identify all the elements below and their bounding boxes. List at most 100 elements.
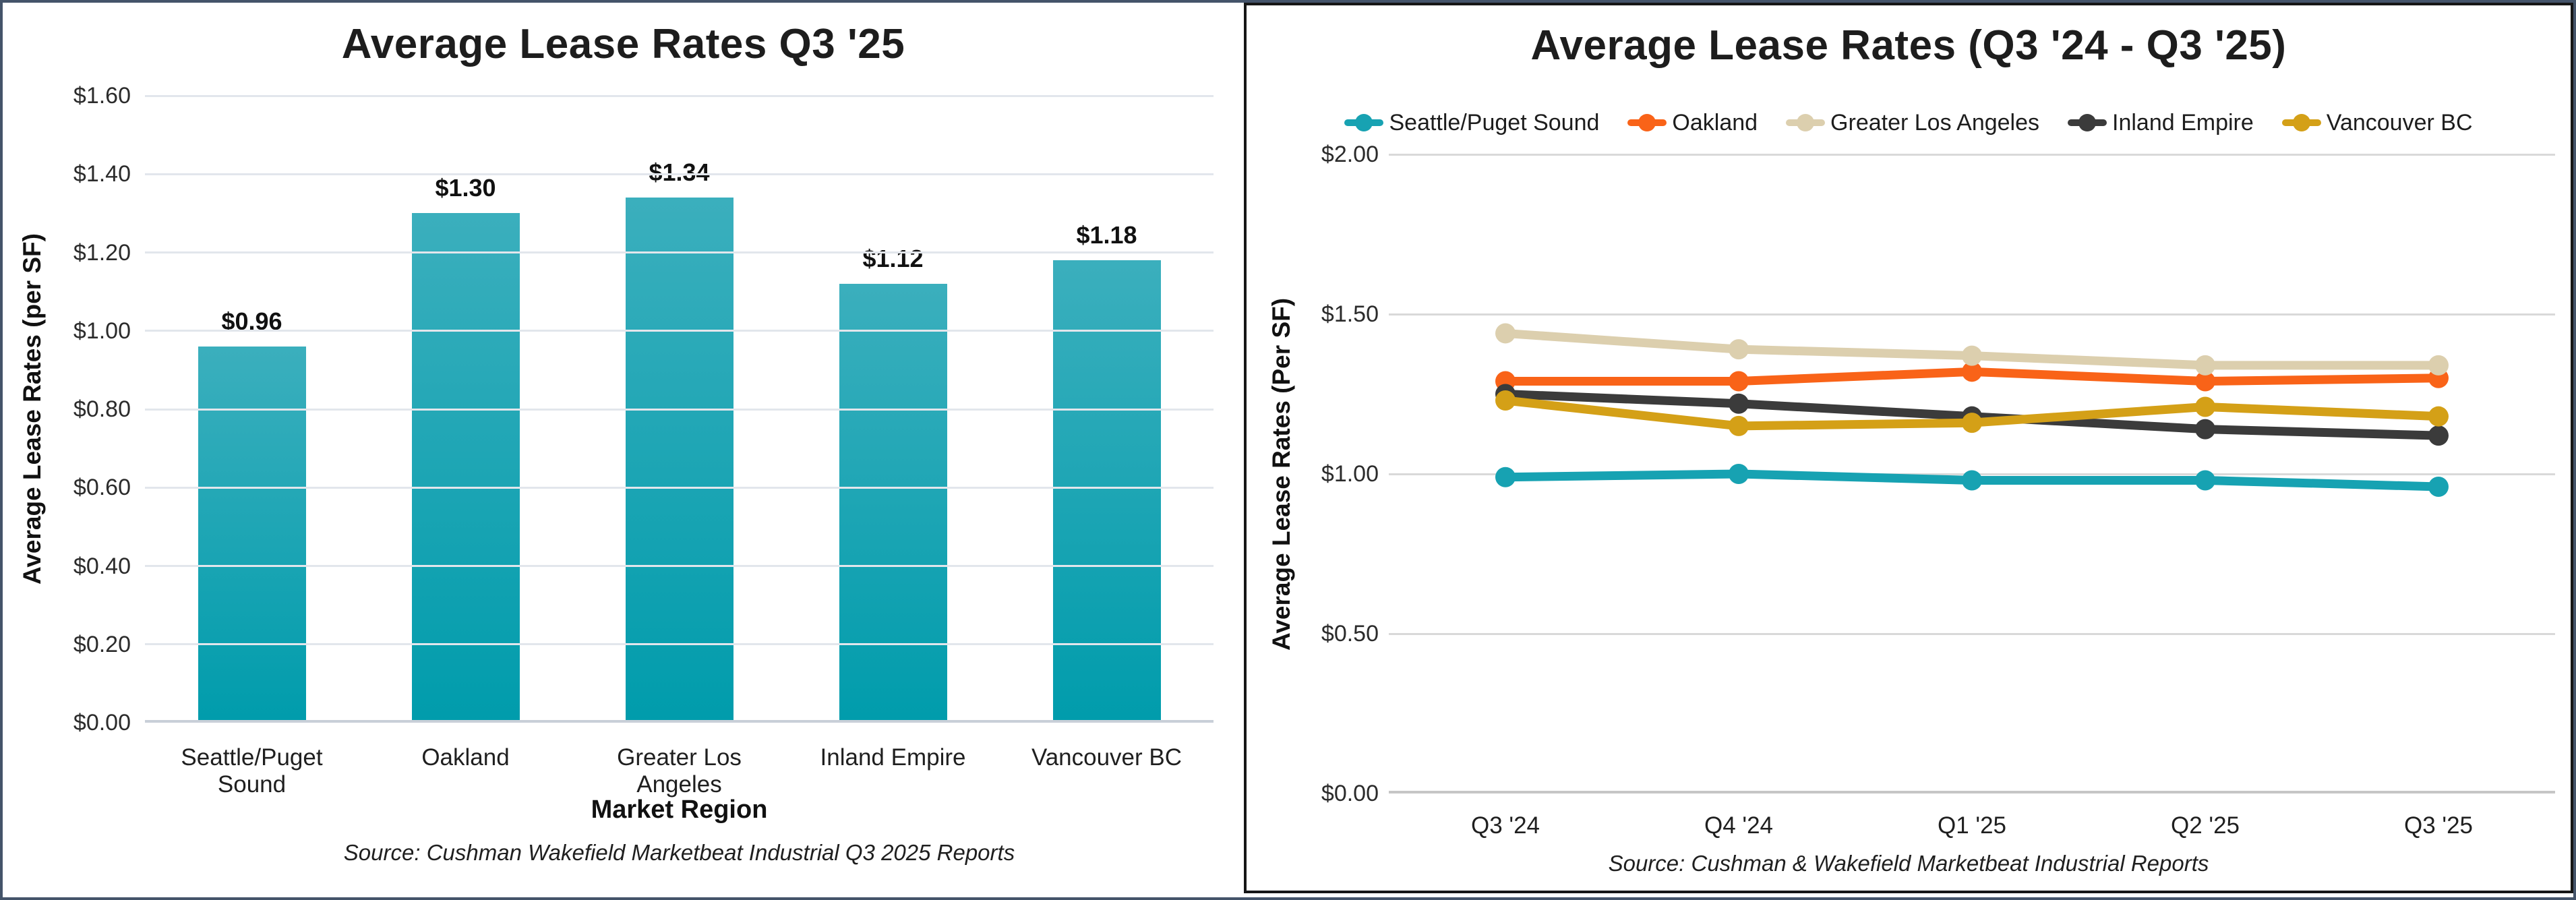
gridline	[145, 330, 1214, 332]
x-category-label: Vancouver BC	[1031, 744, 1182, 771]
data-point-greater-los-angeles-q3-25	[2428, 355, 2449, 376]
gridline	[1389, 632, 2555, 635]
data-point-vancouver-bc-q1-25	[1962, 413, 1982, 433]
bar-plot-area: $0.96 $1.30 $1.34 $1.12 $1.18	[145, 94, 1214, 723]
x-category-label: Q1 '25	[1937, 812, 2007, 839]
data-point-vancouver-bc-q3-25	[2428, 406, 2449, 427]
gridline	[145, 486, 1214, 489]
x-category-label: Q4 '24	[1704, 812, 1774, 839]
gridline	[145, 94, 1214, 97]
legend-marker-dot	[1797, 114, 1815, 131]
legend-marker-icon	[1627, 113, 1667, 133]
y-tick-label: $1.00	[1321, 461, 1379, 487]
y-tick-label: $2.00	[1321, 142, 1379, 167]
line-y-axis-title: Average Lease Rates (Per SF)	[1267, 297, 1295, 651]
legend-marker-dot	[2078, 114, 2097, 131]
bar-value-label: $1.34	[649, 158, 710, 187]
legend-marker-dot	[1638, 114, 1656, 131]
y-tick-label: $1.40	[73, 161, 131, 187]
data-point-vancouver-bc-q2-25	[2195, 396, 2215, 417]
legend-marker-icon	[2068, 113, 2107, 133]
data-point-inland-empire-q2-25	[2195, 419, 2215, 440]
x-category-label: Greater Los Angeles	[617, 744, 742, 798]
x-category-label: Seattle/Puget Sound	[181, 744, 323, 798]
legend-label: Vancouver BC	[2326, 109, 2473, 136]
bar-vancouver-bc	[1052, 260, 1161, 723]
x-category-label: Q2 '25	[2170, 812, 2240, 839]
data-point-seattle-puget-sound-q2-25	[2195, 470, 2215, 491]
data-point-greater-los-angeles-q3-24	[1495, 323, 1516, 344]
bar-seattle-puget-sound	[198, 347, 306, 723]
data-point-vancouver-bc-q3-24	[1495, 390, 1516, 411]
line-chart-panel: Average Lease Rates (Q3 '24 - Q3 '25) Se…	[1244, 3, 2573, 893]
bar-x-axis-title: Market Region	[591, 796, 768, 824]
bar-slot-inland-empire: $1.12	[786, 96, 1000, 723]
legend-marker-icon	[1786, 113, 1826, 133]
x-category-label: Q3 '25	[2403, 812, 2474, 839]
gridline	[145, 565, 1214, 567]
y-tick-label: $0.80	[73, 396, 131, 422]
bar-value-label: $1.30	[435, 174, 496, 202]
bar-slot-oakland: $1.30	[359, 96, 572, 723]
bar-series: $0.96 $1.30 $1.34 $1.12 $1.18	[145, 96, 1214, 723]
data-point-vancouver-bc-q4-24	[1729, 415, 1749, 436]
bar-value-label: $1.18	[1076, 221, 1137, 249]
gridline	[145, 251, 1214, 253]
data-point-seattle-puget-sound-q3-25	[2428, 476, 2449, 497]
chart-legend: Seattle/Puget Sound Oakland Greater Los An…	[1247, 102, 2571, 143]
y-tick-label: $0.40	[73, 553, 131, 579]
legend-item-seattle-puget-sound: Seattle/Puget Sound	[1344, 110, 1599, 136]
legend-label: Seattle/Puget Sound	[1389, 109, 1600, 136]
x-category-label: Q3 '24	[1470, 812, 1540, 839]
bar-value-label: $1.12	[862, 245, 924, 272]
bar-slot-vancouver-bc: $1.18	[1000, 96, 1214, 723]
bar-oakland	[411, 213, 520, 723]
line-plot-area	[1389, 153, 2555, 793]
data-point-seattle-puget-sound-q4-24	[1729, 464, 1749, 484]
legend-label: Greater Los Angeles	[1830, 109, 2040, 136]
gridline	[145, 173, 1214, 175]
line-chart-svg	[1495, 323, 2449, 497]
line-source-note: Source: Cushman & Wakefield Marketbeat I…	[1608, 851, 2209, 876]
bar-chart-panel: Average Lease Rates Q3 '25 Average Lease…	[3, 3, 1244, 897]
data-point-greater-los-angeles-q2-25	[2195, 355, 2215, 376]
legend-item-inland-empire: Inland Empire	[2068, 110, 2254, 136]
bar-source-note: Source: Cushman Wakefield Marketbeat Ind…	[343, 840, 1015, 865]
bar-y-axis-ticks: $0.00 $0.20 $0.40 $0.60 $0.80 $1.00 $1.20 $1.40…	[54, 83, 131, 736]
bar-y-axis-title: Average Lease Rates (per SF)	[18, 233, 46, 585]
bar-x-axis-labels: Seattle/Puget Sound Oakland Greater Los An…	[145, 744, 1214, 798]
bar-chart-title: Average Lease Rates Q3 '25	[341, 21, 905, 67]
y-tick-label: $0.60	[73, 475, 131, 501]
y-tick-label: $1.50	[1321, 301, 1379, 327]
gridline	[145, 720, 1214, 723]
data-point-oakland-q4-24	[1729, 371, 1749, 392]
legend-label: Oakland	[1672, 109, 1758, 136]
gridline	[145, 643, 1214, 646]
data-point-greater-los-angeles-q1-25	[1962, 345, 1982, 366]
legend-item-vancouver-bc: Vancouver BC	[2281, 109, 2473, 136]
legend-item-greater-los-angeles: Greater Los Angeles	[1786, 110, 2039, 136]
y-tick-label: $1.60	[73, 83, 131, 109]
y-tick-label: $1.00	[73, 318, 131, 344]
legend-item-oakland: Oakland	[1627, 110, 1758, 136]
x-category-label: Oakland	[421, 744, 510, 771]
line-x-axis-labels: Q3 '24 Q4 '24 Q1 '25 Q2 '25 Q3 '25	[1389, 812, 2555, 839]
y-tick-label: $0.50	[1321, 621, 1379, 647]
gridline	[1389, 153, 2555, 156]
y-tick-label: $1.20	[73, 239, 131, 266]
line-chart-title: Average Lease Rates (Q3 '24 - Q3 '25)	[1530, 22, 2287, 69]
data-point-seattle-puget-sound-q3-24	[1495, 467, 1516, 487]
data-point-oakland-q1-25	[1962, 361, 1982, 382]
gridline	[1389, 313, 2555, 316]
data-point-inland-empire-q4-24	[1729, 393, 1749, 414]
legend-marker-dot	[2292, 114, 2310, 131]
y-tick-label: $0.00	[1321, 781, 1379, 806]
line-y-axis-ticks: $0.00 $0.50 $1.00 $1.50 $2.00	[1309, 142, 1379, 806]
data-point-oakland-q2-25	[2195, 371, 2215, 392]
legend-marker-icon	[2281, 113, 2321, 133]
gridline	[145, 408, 1214, 411]
y-tick-label: $0.20	[73, 631, 131, 657]
data-point-seattle-puget-sound-q1-25	[1962, 470, 1982, 491]
bar-inland-empire	[839, 284, 947, 723]
